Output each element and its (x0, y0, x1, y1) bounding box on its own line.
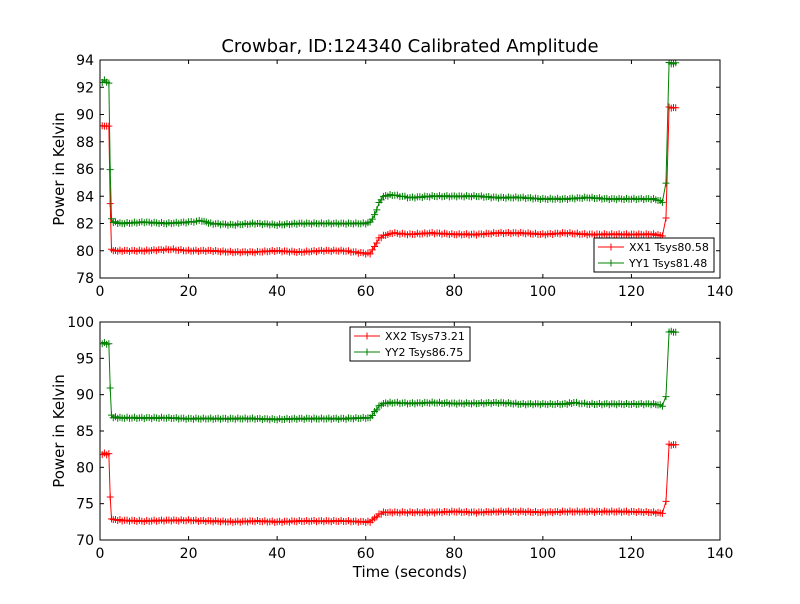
series-markers (100, 327, 680, 424)
data-point (106, 166, 114, 174)
y-tick-label: 86 (76, 162, 94, 178)
data-point (106, 200, 114, 208)
legend-marker (607, 243, 615, 251)
series-2 (100, 60, 680, 229)
data-point (366, 250, 374, 258)
data-point (105, 122, 113, 130)
x-tick-label: 80 (445, 546, 463, 562)
data-point (368, 215, 376, 223)
legend-entry-1: XX1 Tsys80.58 (598, 241, 709, 254)
y-tick-label: 80 (76, 460, 94, 476)
data-point (658, 198, 666, 206)
data-point (108, 245, 116, 253)
y-axis-label: Power in Kelvin (50, 112, 68, 226)
x-tick-label: 120 (618, 284, 645, 300)
data-point (373, 206, 381, 214)
data-point (106, 493, 114, 501)
data-point (373, 239, 381, 247)
series-markers (100, 103, 680, 258)
panel-1: 0 20 40 60 80 100 120 140 78 80 82 84 86 88 90 92 94 Crow… (50, 36, 733, 300)
series-1 (100, 440, 680, 526)
data-point (105, 450, 113, 458)
legend-entry-2: YY1 Tsys81.48 (598, 257, 707, 270)
data-point (662, 179, 670, 187)
legend-marker (363, 348, 371, 356)
x-tick-label: 60 (357, 284, 375, 300)
legend-box (349, 326, 471, 362)
data-point (662, 393, 670, 401)
panel-2: 0 20 40 60 80 100 120 140 70 75 80 85 90 95 100 Power i… (50, 315, 733, 581)
legend: XX2 Tsys73.21 YY2 Tsys86.75 (349, 326, 471, 362)
y-tick-label: 92 (76, 80, 94, 96)
x-tick-label: 20 (180, 284, 198, 300)
x-tick-label: 120 (618, 546, 645, 562)
x-tick-label: 0 (96, 284, 105, 300)
data-point (377, 196, 385, 204)
x-tick-label: 40 (268, 284, 286, 300)
y-tick-label: 75 (76, 497, 94, 513)
x-tick-label: 0 (96, 546, 105, 562)
y-tick-label: 80 (76, 244, 94, 260)
legend-label: YY1 Tsys81.48 (628, 257, 707, 270)
y-axis-label: Power in Kelvin (50, 374, 68, 488)
data-point (108, 215, 116, 223)
data-point (368, 411, 376, 419)
series-2 (100, 327, 680, 424)
data-point (662, 214, 670, 222)
legend-label: XX2 Tsys73.21 (385, 330, 465, 343)
x-tick-label: 100 (529, 546, 556, 562)
legend: XX1 Tsys80.58 YY1 Tsys81.48 (593, 237, 715, 273)
y-tick-label: 90 (76, 108, 94, 124)
legend-marker (363, 332, 371, 340)
legend-label: YY2 Tsys86.75 (384, 346, 463, 359)
data-point (371, 211, 379, 219)
data-point (106, 384, 114, 392)
y-tick-label: 70 (76, 533, 94, 549)
data-point (672, 104, 680, 112)
series-markers (100, 60, 680, 229)
x-axis-label: Time (seconds) (352, 563, 468, 581)
legend-marker (607, 259, 615, 267)
x-tick-label: 100 (529, 284, 556, 300)
y-tick-label: 90 (76, 388, 94, 404)
series-markers (100, 440, 680, 526)
x-tick-label: 60 (357, 546, 375, 562)
chart-title: Crowbar, ID:124340 Calibrated Amplitude (221, 36, 598, 57)
data-point (658, 509, 666, 517)
legend-entry-2: YY2 Tsys86.75 (354, 346, 463, 359)
data-point (105, 79, 113, 87)
data-point (662, 497, 670, 505)
data-point (108, 515, 116, 523)
legend-label: XX1 Tsys80.58 (629, 241, 709, 254)
data-point (105, 340, 113, 348)
series-1 (100, 103, 680, 258)
y-tick-label: 95 (76, 351, 94, 367)
x-tick-label: 80 (445, 284, 463, 300)
legend-entry-1: XX2 Tsys73.21 (354, 330, 465, 343)
y-tick-label: 78 (76, 271, 94, 287)
x-tick-label: 20 (180, 546, 198, 562)
data-point (672, 441, 680, 449)
y-tick-label: 82 (76, 217, 94, 233)
legend-box (593, 237, 715, 273)
y-tick-label: 84 (76, 189, 94, 205)
data-point (672, 328, 680, 336)
data-point (373, 406, 381, 414)
x-tick-label: 140 (707, 284, 734, 300)
y-tick-label: 85 (76, 424, 94, 440)
y-tick-label: 88 (76, 135, 94, 151)
y-tick-label: 94 (76, 53, 94, 69)
y-tick-label: 100 (67, 315, 94, 331)
x-tick-label: 140 (707, 546, 734, 562)
x-tick-label: 40 (268, 546, 286, 562)
data-point (658, 402, 666, 410)
